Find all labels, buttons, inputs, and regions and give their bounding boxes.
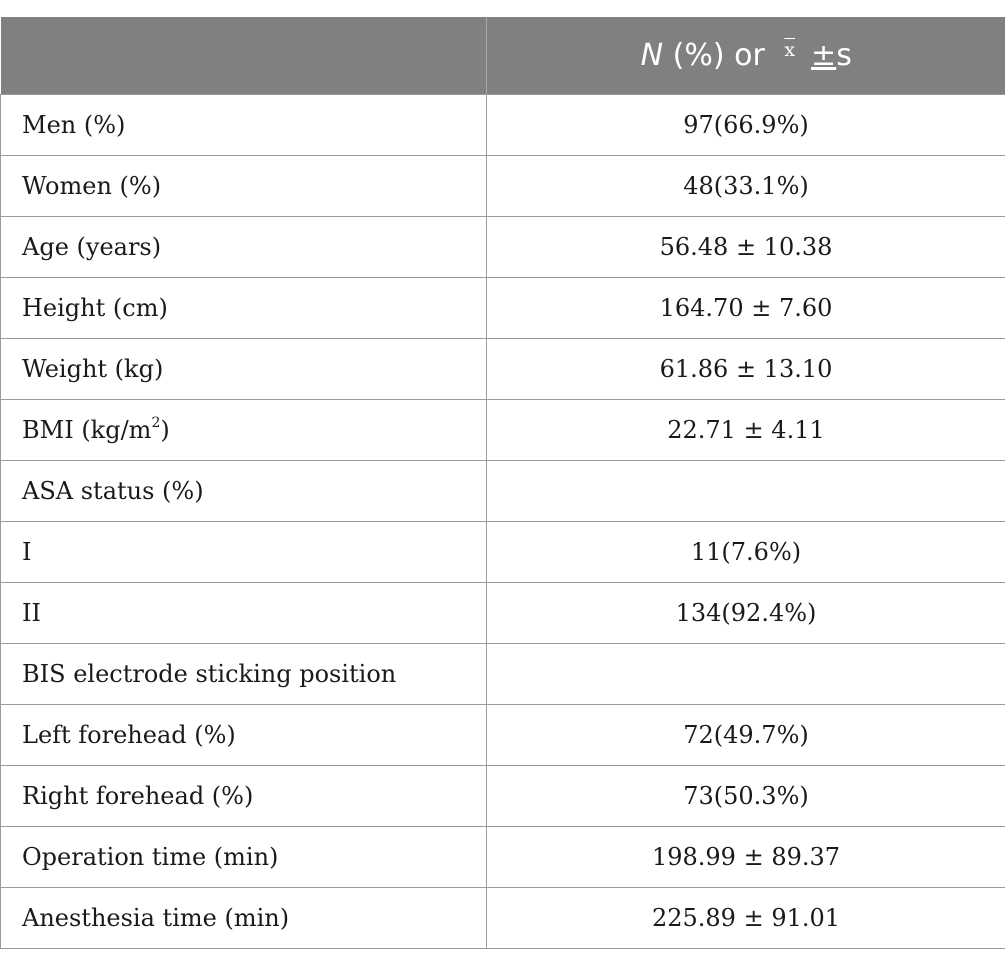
row-label: Operation time (min) (0, 826, 487, 888)
row-label: Women (%) (0, 155, 487, 217)
row-label-superscript: 2 (151, 415, 161, 431)
table-row: Operation time (min) 198.99 ± 89.37 (0, 826, 1005, 888)
row-label-end: ) (160, 416, 170, 444)
demographics-table-container: N (%) or x ±s Men (%) 97(66.9%) Women (%)… (0, 17, 1005, 949)
row-label: BIS electrode sticking position (0, 643, 487, 705)
row-value: 11(7.6%) (486, 521, 1005, 583)
table-row: Right forehead (%) 73(50.3%) (0, 765, 1005, 827)
table-row: ASA status (%) (0, 460, 1005, 522)
row-value: 48(33.1%) (486, 155, 1005, 217)
table-row: Left forehead (%) 72(49.7%) (0, 704, 1005, 766)
header-plus-minus: ± (811, 38, 837, 73)
header-n: N (640, 38, 664, 73)
table-header: N (%) or x ±s (0, 17, 1005, 95)
header-mean-symbol: x (784, 39, 796, 61)
table-row: Men (%) 97(66.9%) (0, 94, 1005, 156)
header-percent-or: (%) or (663, 38, 775, 73)
row-label: Men (%) (0, 94, 487, 156)
row-value: 134(92.4%) (486, 582, 1005, 644)
row-value: 61.86 ± 13.10 (486, 338, 1005, 400)
row-label: II (0, 582, 487, 644)
table-row: Height (cm) 164.70 ± 7.60 (0, 277, 1005, 339)
row-value: 225.89 ± 91.01 (486, 887, 1005, 949)
row-value: 198.99 ± 89.37 (486, 826, 1005, 888)
row-label: Anesthesia time (min) (0, 887, 487, 949)
row-label: Left forehead (%) (0, 704, 487, 766)
header-sd-symbol: s (836, 38, 852, 73)
row-label: Weight (kg) (0, 338, 487, 400)
row-label: Right forehead (%) (0, 765, 487, 827)
row-label: Age (years) (0, 216, 487, 278)
table-row: II 134(92.4%) (0, 582, 1005, 644)
row-value: 164.70 ± 7.60 (486, 277, 1005, 339)
table-row: Women (%) 48(33.1%) (0, 155, 1005, 217)
table-row: I 11(7.6%) (0, 521, 1005, 583)
row-label: I (0, 521, 487, 583)
table-row: Anesthesia time (min) 225.89 ± 91.01 (0, 887, 1005, 949)
table-row: Age (years) 56.48 ± 10.38 (0, 216, 1005, 278)
table-body: Men (%) 97(66.9%) Women (%) 48(33.1%) Ag… (0, 94, 1005, 949)
row-label-text: BMI (kg/m (22, 416, 152, 444)
row-value: 73(50.3%) (486, 765, 1005, 827)
row-value (486, 460, 1005, 522)
row-label: ASA status (%) (0, 460, 487, 522)
row-label: BMI (kg/m2) (0, 399, 487, 461)
table-row: Weight (kg) 61.86 ± 13.10 (0, 338, 1005, 400)
header-cell-variable (0, 17, 487, 95)
table-row: BMI (kg/m2) 22.71 ± 4.11 (0, 399, 1005, 461)
table-row: BIS electrode sticking position (0, 643, 1005, 705)
row-label: Height (cm) (0, 277, 487, 339)
header-row: N (%) or x ±s (0, 17, 1005, 95)
row-value: 72(49.7%) (486, 704, 1005, 766)
row-value: 22.71 ± 4.11 (486, 399, 1005, 461)
row-value: 97(66.9%) (486, 94, 1005, 156)
header-cell-statistic: N (%) or x ±s (486, 17, 1005, 95)
demographics-table: N (%) or x ±s Men (%) 97(66.9%) Women (%)… (0, 17, 1005, 949)
row-value: 56.48 ± 10.38 (486, 216, 1005, 278)
row-value (486, 643, 1005, 705)
